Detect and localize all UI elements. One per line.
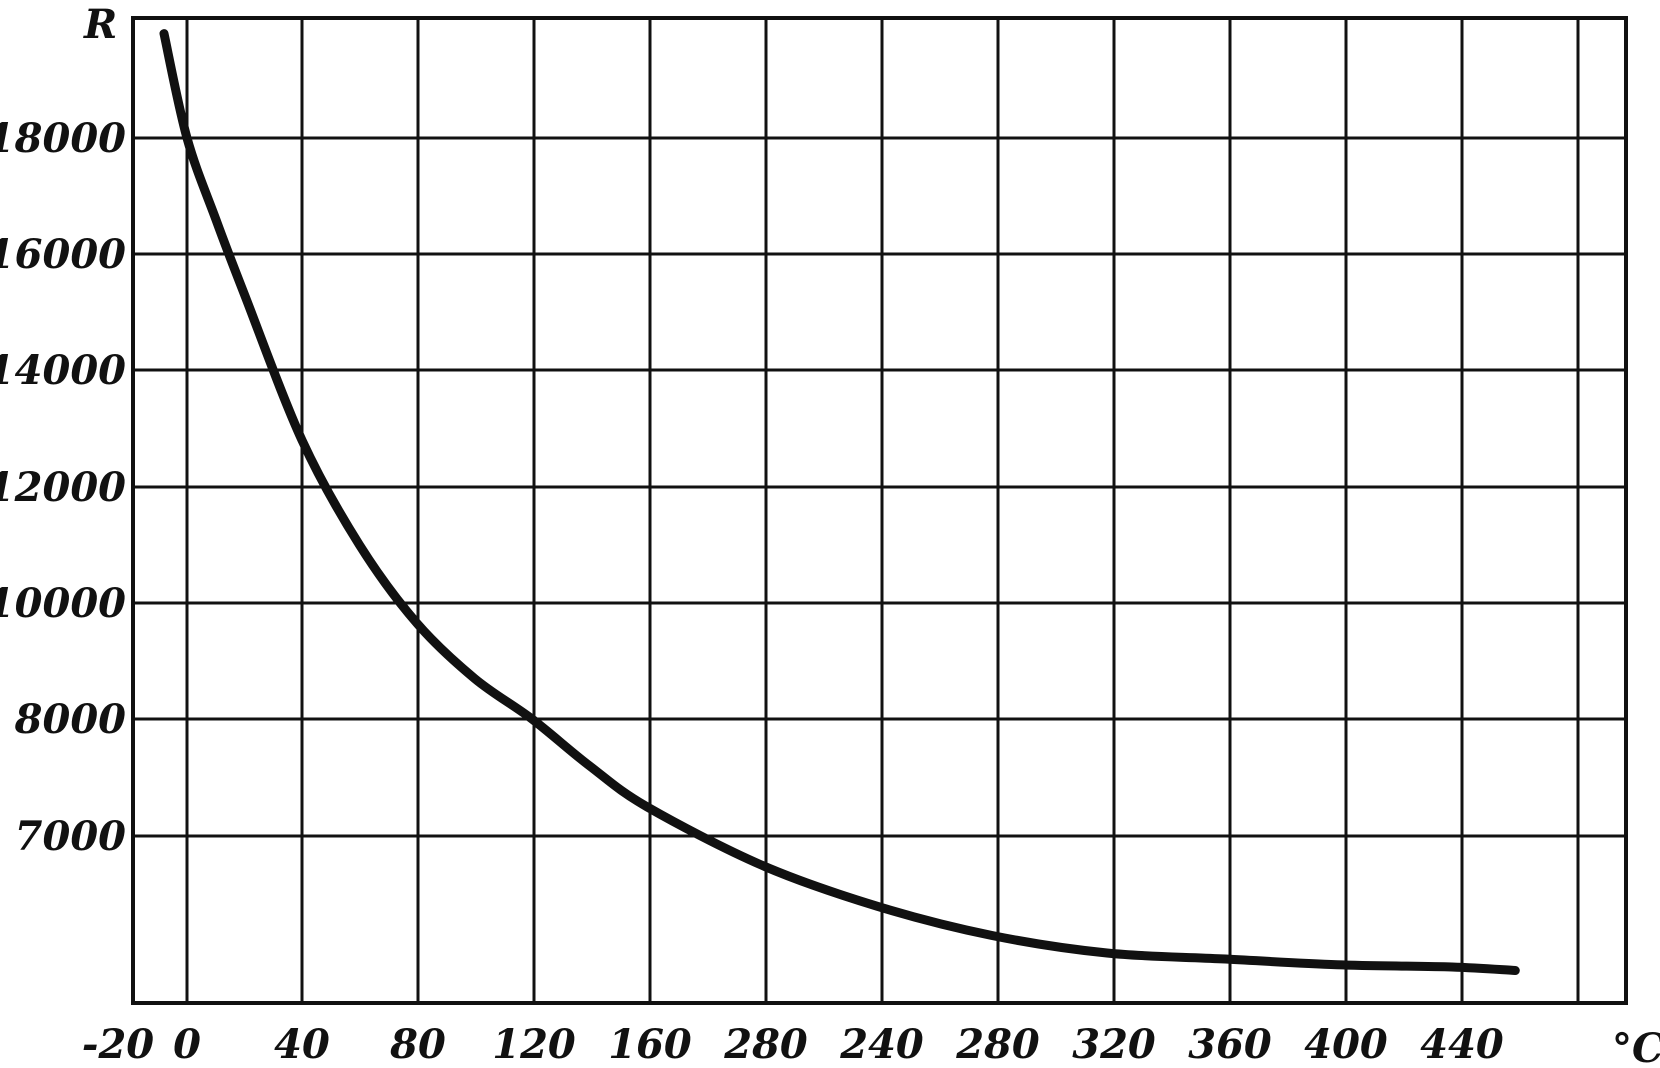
x-axis-unit-label: °C: [1612, 1025, 1660, 1068]
x-tick-labels: -20 0 40 80 120 160 280 240 280 320 360 400 440: [82, 1021, 1504, 1068]
x-tick-label: 280: [723, 1021, 808, 1068]
y-tick-label: 18000: [0, 115, 126, 162]
x-tick-label: 360: [1188, 1021, 1272, 1068]
y-axis-unit-label: R: [83, 1, 117, 48]
x-tick-label: 320: [1072, 1021, 1156, 1068]
y-tick-label: 14000: [0, 347, 126, 394]
y-tick-label: 10000: [0, 580, 126, 627]
plot-frame: [131, 16, 1628, 1005]
x-tick-label: 280: [955, 1021, 1040, 1068]
resistance-curve: [159, 29, 1520, 975]
x-tick-label: 0: [173, 1021, 201, 1068]
x-tick-label: 120: [492, 1021, 576, 1068]
grid: [133, 18, 1626, 1003]
x-tick-label: 80: [389, 1021, 446, 1068]
y-tick-label: 7000: [15, 813, 126, 860]
x-tick-label: 240: [839, 1021, 924, 1068]
y-tick-label: 16000: [0, 231, 126, 278]
x-tick-label: -20: [82, 1021, 154, 1068]
x-tick-label: 40: [274, 1021, 330, 1068]
x-tick-label: 160: [608, 1021, 692, 1068]
y-tick-label: 8000: [14, 696, 126, 743]
y-tick-label: 12000: [0, 464, 126, 511]
x-tick-label: 400: [1304, 1021, 1388, 1068]
y-tick-labels: 18000 16000 14000 12000 10000 8000 7000: [0, 115, 126, 860]
x-tick-label: 440: [1420, 1021, 1504, 1068]
